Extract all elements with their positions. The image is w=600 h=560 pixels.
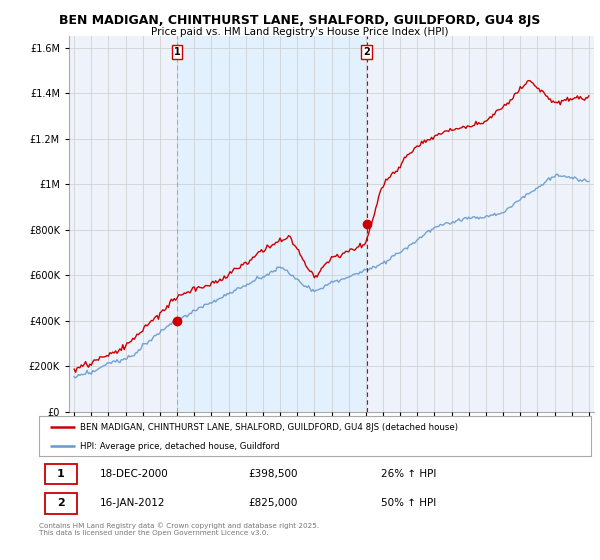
- Text: Price paid vs. HM Land Registry's House Price Index (HPI): Price paid vs. HM Land Registry's House …: [151, 27, 449, 37]
- Text: £825,000: £825,000: [249, 498, 298, 508]
- Text: 18-DEC-2000: 18-DEC-2000: [100, 469, 169, 479]
- Text: 2: 2: [56, 498, 64, 508]
- Text: HPI: Average price, detached house, Guildford: HPI: Average price, detached house, Guil…: [80, 442, 280, 451]
- Text: £398,500: £398,500: [249, 469, 298, 479]
- Text: 26% ↑ HPI: 26% ↑ HPI: [381, 469, 437, 479]
- Bar: [177, 36, 367, 412]
- Text: 50% ↑ HPI: 50% ↑ HPI: [381, 498, 436, 508]
- Text: BEN MADIGAN, CHINTHURST LANE, SHALFORD, GUILDFORD, GU4 8JS: BEN MADIGAN, CHINTHURST LANE, SHALFORD, …: [59, 14, 541, 27]
- Text: 16-JAN-2012: 16-JAN-2012: [100, 498, 165, 508]
- Text: 2: 2: [363, 47, 370, 57]
- FancyBboxPatch shape: [44, 493, 77, 514]
- Text: BEN MADIGAN, CHINTHURST LANE, SHALFORD, GUILDFORD, GU4 8JS (detached house): BEN MADIGAN, CHINTHURST LANE, SHALFORD, …: [80, 423, 458, 432]
- Text: Contains HM Land Registry data © Crown copyright and database right 2025.
This d: Contains HM Land Registry data © Crown c…: [39, 522, 319, 535]
- FancyBboxPatch shape: [44, 464, 77, 484]
- Text: 1: 1: [56, 469, 64, 479]
- Text: 1: 1: [174, 47, 181, 57]
